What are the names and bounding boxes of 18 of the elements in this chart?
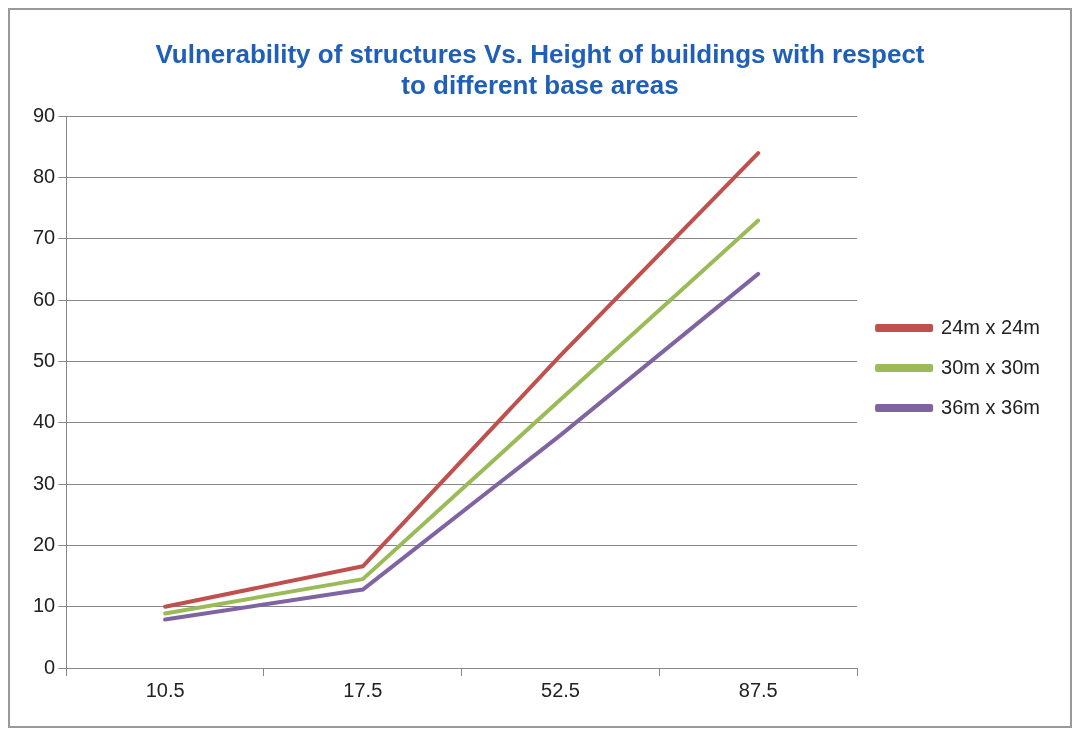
y-tick-label: 20 (33, 532, 56, 555)
y-tick-label: 40 (33, 410, 56, 433)
x-tick-label: 52.5 (541, 678, 580, 701)
y-tick-label: 50 (33, 349, 56, 372)
y-tick-label: 90 (33, 103, 56, 126)
legend-label: 24m x 24m (941, 315, 1041, 338)
y-tick-label: 70 (33, 226, 56, 249)
y-tick-label: 0 (44, 655, 56, 678)
y-tick-label: 10 (33, 594, 56, 617)
x-tick-label: 87.5 (738, 678, 778, 701)
legend-label: 36m x 36m (941, 395, 1041, 418)
y-tick-label: 80 (33, 165, 56, 188)
chart-title: Vulnerability of structures Vs. Height of buildings with respect to different base areas (155, 38, 925, 100)
x-tick-label: 17.5 (343, 678, 383, 701)
y-tick-label: 60 (33, 287, 56, 310)
x-tick-label: 10.5 (145, 678, 185, 701)
y-tick-label: 30 (33, 471, 56, 494)
legend-label: 30m x 30m (941, 355, 1041, 378)
